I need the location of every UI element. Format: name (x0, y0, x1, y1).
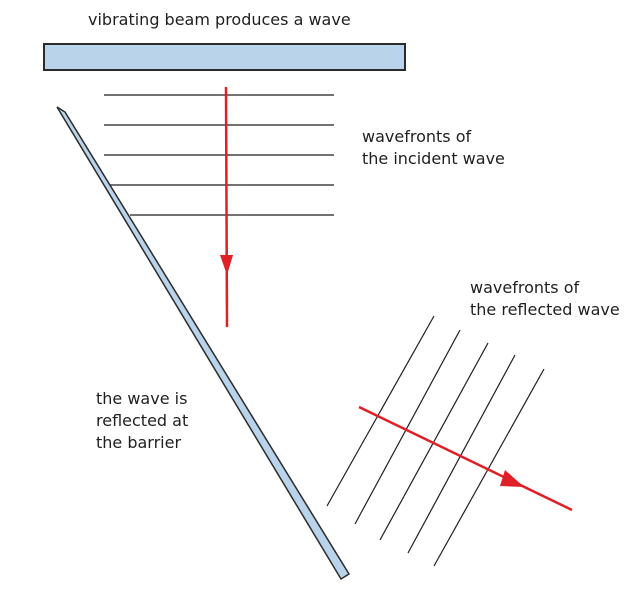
reflected-label-line: the reflected wave (470, 300, 620, 319)
reflected-wavefront (326, 315, 435, 507)
reflected-arrowhead (500, 470, 524, 487)
reflected-wavefront (407, 354, 516, 554)
reflected-label-line: wavefronts of (470, 278, 580, 297)
reflected-wavefront (354, 329, 461, 525)
incident-arrow (220, 86, 233, 328)
incident-arrowhead (220, 255, 233, 275)
beam-label: vibrating beam produces a wave (88, 10, 351, 29)
reflected-arrow (358, 405, 573, 512)
barrier-label: the wave is reflected at the barrier (96, 388, 188, 454)
reflected-wavefront (433, 368, 545, 567)
barrier-label-line: the wave is (96, 389, 188, 408)
incident-wavefronts (104, 94, 334, 216)
reflected-wavefronts-label: wavefronts of the reflected wave (470, 277, 620, 321)
incident-wavefronts-label: wavefronts of the incident wave (362, 126, 505, 170)
vibrating-beam (43, 43, 406, 71)
incident-label-line: the incident wave (362, 149, 505, 168)
incident-label-line: wavefronts of (362, 127, 472, 146)
reflected-wavefront (379, 342, 489, 541)
barrier (56, 106, 351, 581)
barrier-label-line: the barrier (96, 433, 182, 452)
reflected-wavefronts (326, 315, 545, 567)
barrier-label-line: reflected at (96, 411, 189, 430)
